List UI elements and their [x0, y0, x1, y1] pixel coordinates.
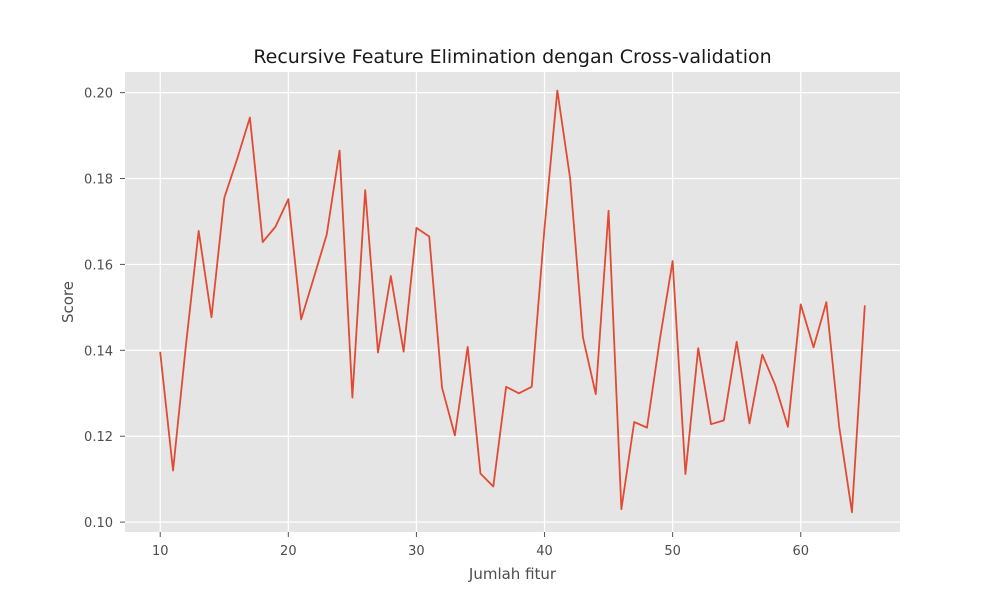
x-axis-label: Jumlah fitur	[468, 565, 557, 583]
x-tick-label: 40	[536, 544, 553, 559]
ticks: 10 20 30 40 50 60 0.10 0.12 0.14 0.16 0.18 0.20	[84, 87, 809, 559]
x-tick-label: 10	[152, 544, 169, 559]
x-tick-label: 30	[408, 544, 425, 559]
y-tick-label: 0.10	[84, 516, 113, 531]
line-layer	[159, 89, 866, 514]
y-tick-label: 0.18	[84, 173, 113, 188]
grid	[125, 72, 900, 532]
y-tick-label: 0.16	[84, 258, 113, 273]
x-tick-label: 60	[792, 544, 809, 559]
y-axis-label: Score	[59, 281, 77, 323]
plot-area	[125, 72, 900, 532]
y-tick-label: 0.20	[84, 87, 113, 102]
x-tick-label: 50	[664, 544, 681, 559]
y-tick-label: 0.12	[84, 430, 113, 445]
x-tick-label: 20	[280, 544, 297, 559]
chart-title: Recursive Feature Elimination dengan Cro…	[253, 46, 771, 68]
series-line	[159, 89, 866, 514]
y-tick-label: 0.14	[84, 344, 113, 359]
